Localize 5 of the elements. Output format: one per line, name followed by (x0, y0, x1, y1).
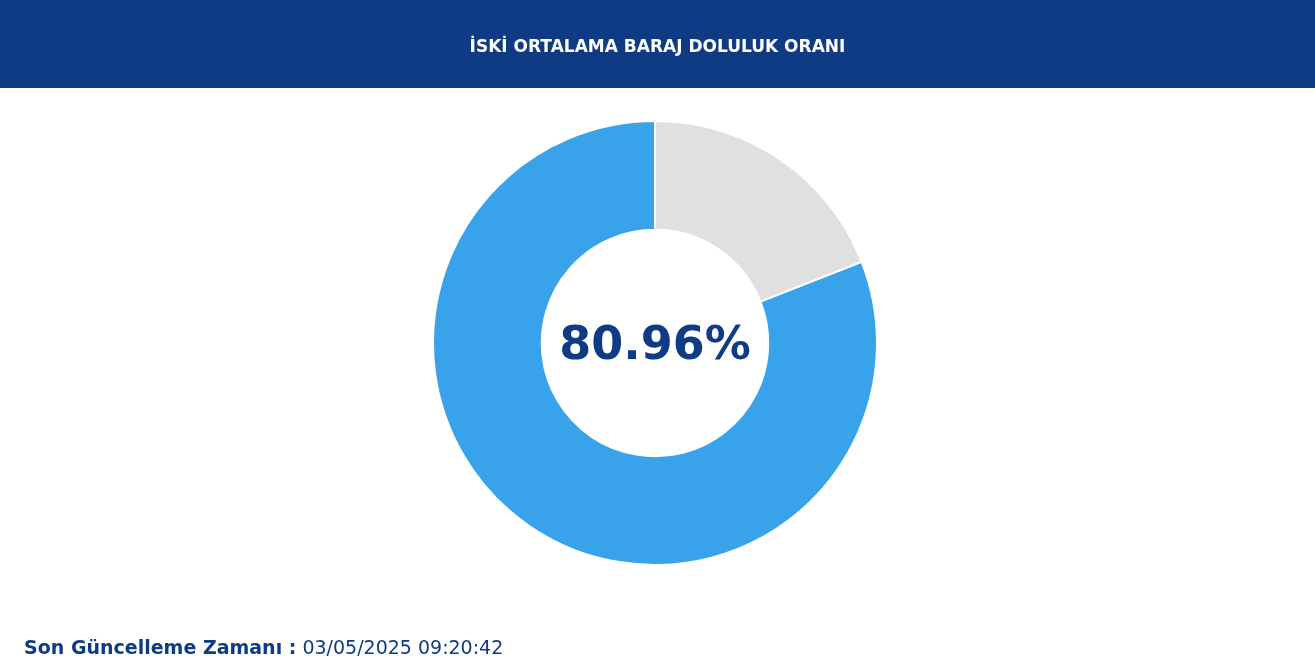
text: Son Güncelleme Zamanı : (24, 636, 297, 657)
chart-title: İSKİ ORTALAMA BARAJ DOLULUK ORANI (469, 35, 846, 56)
donut-slice (432, 120, 878, 566)
data-label: 80.96% (559, 316, 751, 371)
text: 03/05/2025 09:20:42 (296, 636, 504, 657)
